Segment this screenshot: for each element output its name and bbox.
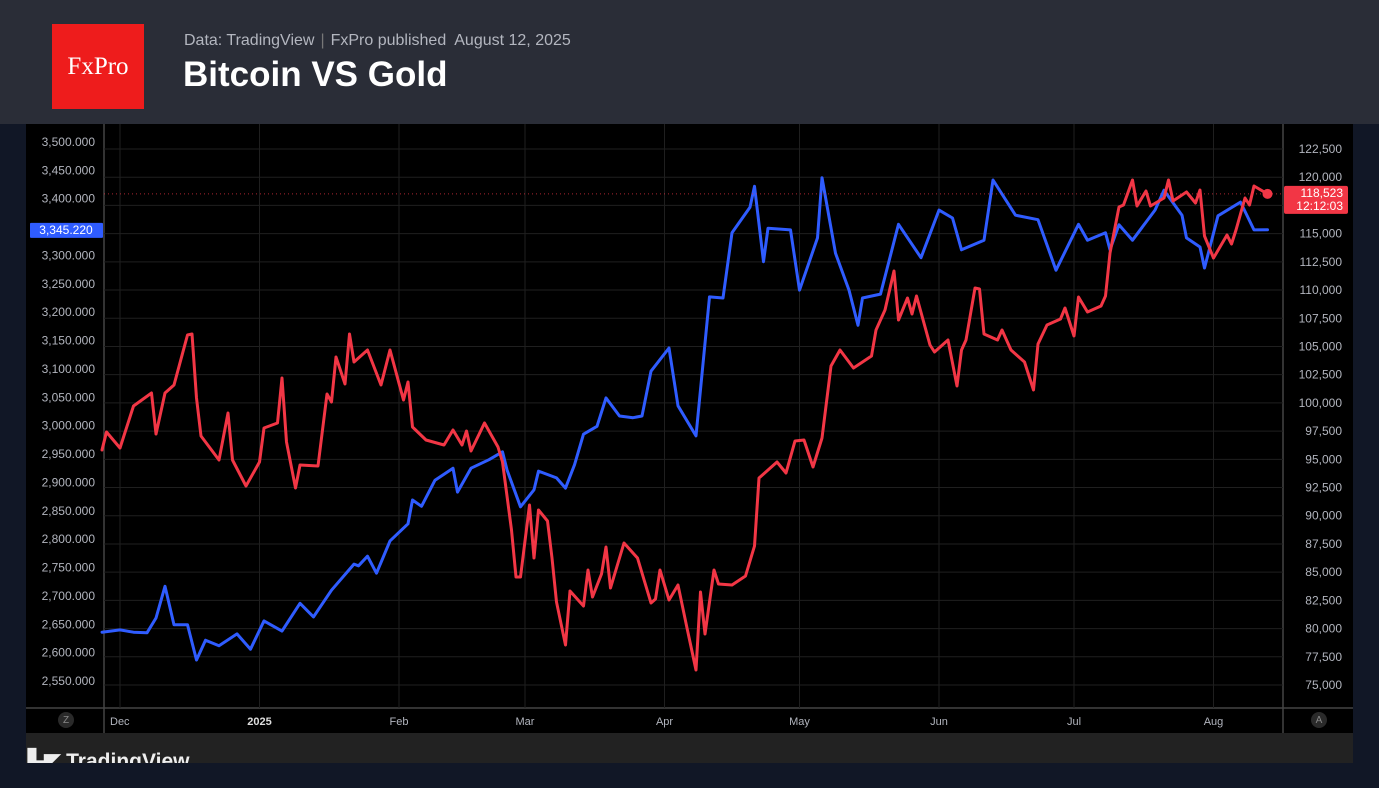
left-tick-label: 3,450.000 <box>42 163 96 177</box>
left-scale-button[interactable]: Z <box>58 712 74 728</box>
right-tick-label: 82,500 <box>1305 593 1342 607</box>
left-tick-label: 3,250.000 <box>42 277 96 291</box>
right-tick-label: 102,500 <box>1299 368 1343 382</box>
right-tick-label: 100,000 <box>1299 396 1343 410</box>
left-tick-label: 2,750.000 <box>42 561 96 575</box>
data-source: Data: TradingView <box>184 32 315 49</box>
left-tick-label: 3,300.000 <box>42 248 96 262</box>
subtitle: Data: TradingView | FxPro published August… <box>184 32 571 50</box>
tradingview-brand: TradingView <box>66 750 190 763</box>
right-tick-label: 122,500 <box>1299 142 1343 156</box>
auto-scale-label: A <box>1315 714 1323 726</box>
gold-price-label: 3,345.220 <box>39 223 93 237</box>
chart-panel[interactable] <box>26 124 1353 733</box>
right-tick-label: 85,000 <box>1305 565 1342 579</box>
right-tick-label: 105,000 <box>1299 339 1343 353</box>
publisher: FxPro published <box>330 32 447 49</box>
right-tick-label: 77,500 <box>1305 650 1342 664</box>
right-tick-label: 90,000 <box>1305 509 1342 523</box>
bitcoin-last-point <box>1262 188 1273 199</box>
left-tick-label: 2,850.000 <box>42 504 96 518</box>
time-tick-label: Mar <box>516 716 535 728</box>
left-tick-label: 3,500.000 <box>42 135 96 149</box>
right-tick-label: 107,500 <box>1299 311 1343 325</box>
time-tick-label: Jul <box>1067 716 1081 728</box>
right-tick-label: 115,000 <box>1300 227 1343 241</box>
right-tick-label: 120,000 <box>1299 170 1343 184</box>
right-tick-label: 87,500 <box>1305 537 1342 551</box>
left-tick-label: 3,400.000 <box>42 192 96 206</box>
chart-title: Bitcoin VS Gold <box>183 55 448 94</box>
left-tick-label: 2,900.000 <box>42 475 96 489</box>
bitcoin-price-badge <box>1284 185 1348 214</box>
left-scale-label: Z <box>62 714 70 726</box>
time-tick-label: Feb <box>390 716 409 728</box>
fxpro-logo: FxPro <box>52 24 144 109</box>
right-tick-label: 97,500 <box>1305 424 1342 438</box>
publish-date: August 12, 2025 <box>454 32 571 49</box>
time-tick-label: Dec <box>110 716 130 728</box>
gold-price-badge <box>30 222 103 238</box>
series-gold-line <box>100 176 1269 662</box>
time-tick-label: Aug <box>1204 716 1224 728</box>
right-tick-label: 75,000 <box>1305 678 1342 692</box>
logo-text: FxPro <box>67 52 129 80</box>
left-tick-label: 2,700.000 <box>42 589 96 603</box>
left-tick-label: 3,150.000 <box>42 334 96 348</box>
left-tick-label: 3,200.000 <box>42 305 96 319</box>
bitcoin-price-label: 118,523 <box>1301 186 1344 200</box>
time-tick-label: Apr <box>656 716 673 728</box>
left-tick-label: 2,950.000 <box>42 447 96 461</box>
auto-scale-button[interactable]: A <box>1311 712 1327 728</box>
right-tick-label: 80,000 <box>1305 622 1342 636</box>
header: FxPro Data: TradingView | FxPro published … <box>0 0 1379 124</box>
bitcoin-countdown-label: 12:12:03 <box>1296 199 1343 213</box>
footer: ▙◤ TradingView <box>26 733 1353 763</box>
separator: | <box>320 32 325 49</box>
left-tick-label: 2,550.000 <box>42 674 96 688</box>
left-tick-label: 2,650.000 <box>42 617 96 631</box>
right-tick-label: 92,500 <box>1305 481 1342 495</box>
time-tick-label: May <box>789 716 810 728</box>
right-tick-label: 110,000 <box>1300 283 1343 297</box>
left-tick-label: 2,800.000 <box>42 532 96 546</box>
tradingview-logo: ▙◤ TradingView <box>28 749 189 763</box>
left-tick-label: 3,050.000 <box>42 390 96 404</box>
left-tick-label: 2,600.000 <box>42 646 96 660</box>
right-tick-label: 95,000 <box>1305 452 1342 466</box>
right-tick-label: 112,500 <box>1300 255 1343 269</box>
time-tick-label: Jun <box>930 716 948 728</box>
left-tick-label: 3,000.000 <box>42 419 96 433</box>
left-tick-label: 3,100.000 <box>42 362 96 376</box>
series-bitcoin-line <box>100 178 1269 672</box>
time-tick-label: 2025 <box>247 716 271 728</box>
